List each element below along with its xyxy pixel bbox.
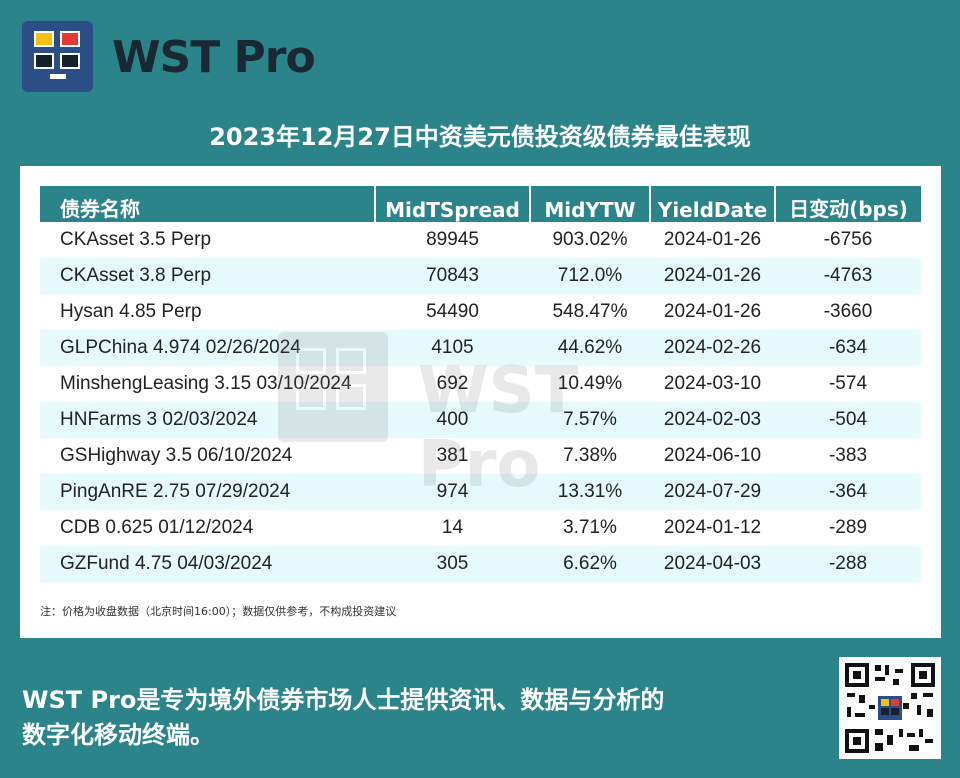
daily-change-cell: -4763 <box>775 258 921 294</box>
yielddate-cell: 2024-02-03 <box>650 402 775 438</box>
midytw-cell: 10.49% <box>557 373 623 394</box>
header-bond-name: 债券名称 <box>40 186 376 222</box>
midytw-cell: 712.0% <box>530 258 650 294</box>
table-row: CKAsset 3.5 Perp 89945 903.02% 2024-01-2… <box>40 222 921 258</box>
midtspread-cell: 381 <box>436 445 469 466</box>
header-yielddate: YieldDate <box>650 186 776 222</box>
bond-name-cell: GLPChina 4.974 02/26/2024 <box>40 330 375 366</box>
table-header-row: 债券名称 MidTSpread MidYTW YieldDate 日变动(bps… <box>40 186 921 222</box>
daily-change-cell: -634 <box>775 330 921 366</box>
bond-name-cell: MinshengLeasing 3.15 03/10/2024 <box>60 373 352 394</box>
table-row: HNFarms 3 02/03/2024 400 7.57% 2024-02-0… <box>40 402 921 438</box>
midytw-cell: 548.47% <box>552 301 628 322</box>
logo-square-dark-left <box>34 53 54 69</box>
table-card: 债券名称 MidTSpread MidYTW YieldDate 日变动(bps… <box>20 166 941 638</box>
daily-change-cell: -364 <box>775 474 921 510</box>
footer-line-2: 数字化移动终端。 <box>22 721 214 749</box>
midytw-cell: 7.57% <box>530 402 650 438</box>
bond-name-cell: CKAsset 3.5 Perp <box>60 229 212 250</box>
logo-square-red <box>60 31 80 47</box>
yielddate-cell: 2024-02-26 <box>650 330 775 366</box>
midtspread-cell: 692 <box>436 373 469 394</box>
table-row: CKAsset 3.8 Perp 70843 712.0% 2024-01-26… <box>40 258 921 294</box>
header-midytw: MidYTW <box>530 186 651 222</box>
yielddate-cell: 2024-01-26 <box>663 229 762 250</box>
bond-name-cell: GSHighway 3.5 06/10/2024 <box>60 445 293 466</box>
midtspread-cell: 4105 <box>375 330 530 366</box>
yielddate-cell: 2024-01-26 <box>650 258 775 294</box>
midytw-cell: 13.31% <box>530 474 650 510</box>
table-row: MinshengLeasing 3.15 03/10/2024 692 10.4… <box>40 366 921 402</box>
table-row: CDB 0.625 01/12/2024 14 3.71% 2024-01-12… <box>40 510 921 546</box>
header-midtspread: MidTSpread <box>375 186 531 222</box>
yielddate-cell: 2024-06-10 <box>663 445 762 466</box>
daily-change-cell: -574 <box>828 373 868 394</box>
qr-code-icon[interactable] <box>839 657 941 759</box>
bond-name-cell: GZFund 4.75 04/03/2024 <box>40 546 375 582</box>
yielddate-cell: 2024-04-03 <box>650 546 775 582</box>
yielddate-cell: 2024-07-29 <box>650 474 775 510</box>
midtspread-cell: 974 <box>375 474 530 510</box>
midtspread-cell: 89945 <box>426 229 479 250</box>
table-row: GZFund 4.75 04/03/2024 305 6.62% 2024-04… <box>40 546 921 582</box>
brand-name: WST Pro <box>112 32 316 83</box>
midytw-cell: 44.62% <box>530 330 650 366</box>
bond-name-cell: CDB 0.625 01/12/2024 <box>60 517 254 538</box>
bond-table: 债券名称 MidTSpread MidYTW YieldDate 日变动(bps… <box>40 186 921 582</box>
midtspread-cell: 54490 <box>426 301 479 322</box>
table-row: GLPChina 4.974 02/26/2024 4105 44.62% 20… <box>40 330 921 366</box>
table-row: Hysan 4.85 Perp 54490 548.47% 2024-01-26… <box>40 294 921 330</box>
midtspread-cell: 400 <box>375 402 530 438</box>
daily-change-cell: -383 <box>828 445 868 466</box>
daily-change-cell: -289 <box>828 517 868 538</box>
logo-square-yellow <box>34 31 54 47</box>
footnote: 注：价格为收盘数据（北京时间16:00）；数据仅供参考，不构成投资建议 <box>40 605 397 618</box>
footer-description: WST Pro是专为境外债券市场人士提供资讯、数据与分析的 数字化移动终端。 <box>22 683 664 753</box>
header-daily-change: 日变动(bps) <box>775 186 921 222</box>
qr-code-graphic <box>845 663 935 753</box>
daily-change-cell: -288 <box>775 546 921 582</box>
bond-name-cell: PingAnRE 2.75 07/29/2024 <box>40 474 375 510</box>
yielddate-cell: 2024-01-12 <box>663 517 762 538</box>
logo-square-dark-right <box>60 53 80 69</box>
midytw-cell: 3.71% <box>563 517 617 538</box>
daily-change-cell: -504 <box>775 402 921 438</box>
footer-line-1: WST Pro是专为境外债券市场人士提供资讯、数据与分析的 <box>22 686 665 714</box>
daily-change-cell: -6756 <box>823 229 873 250</box>
logo-stand <box>50 74 66 79</box>
table-row: PingAnRE 2.75 07/29/2024 974 13.31% 2024… <box>40 474 921 510</box>
midytw-cell: 903.02% <box>552 229 628 250</box>
page-title: 2023年12月27日中资美元债投资级债券最佳表现 <box>209 123 751 151</box>
midtspread-cell: 305 <box>375 546 530 582</box>
yielddate-cell: 2024-01-26 <box>663 301 762 322</box>
midtspread-cell: 14 <box>441 517 464 538</box>
wst-pro-logo-icon <box>22 21 93 92</box>
midytw-cell: 7.38% <box>563 445 617 466</box>
table-row: GSHighway 3.5 06/10/2024 381 7.38% 2024-… <box>40 438 921 474</box>
midytw-cell: 6.62% <box>530 546 650 582</box>
yielddate-cell: 2024-03-10 <box>663 373 762 394</box>
bond-name-cell: HNFarms 3 02/03/2024 <box>40 402 375 438</box>
midtspread-cell: 70843 <box>375 258 530 294</box>
daily-change-cell: -3660 <box>823 301 873 322</box>
bond-name-cell: CKAsset 3.8 Perp <box>40 258 375 294</box>
bond-name-cell: Hysan 4.85 Perp <box>60 301 202 322</box>
